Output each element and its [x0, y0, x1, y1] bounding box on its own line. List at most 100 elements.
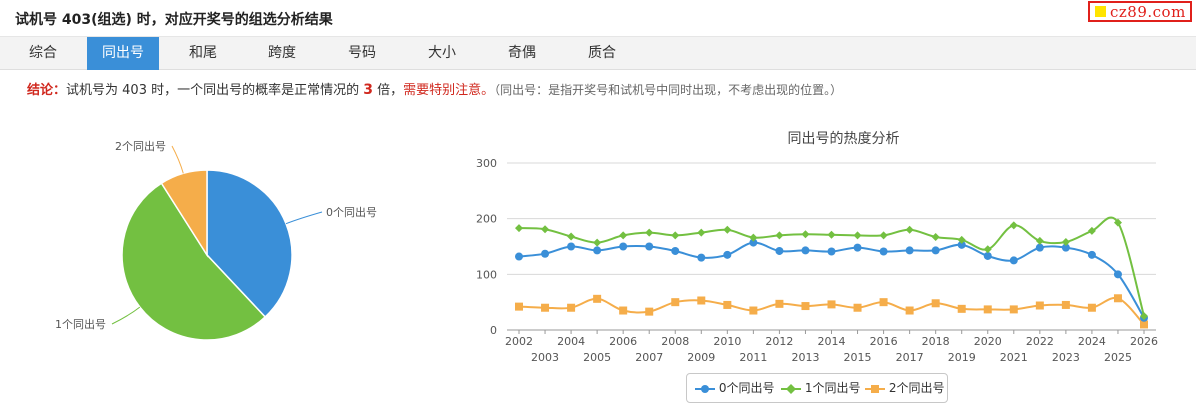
series-2-point-11[interactable]: [801, 302, 810, 311]
series-2-point-19[interactable]: [1009, 305, 1018, 314]
series-2-point-1[interactable]: [541, 303, 550, 312]
series-1-point-11[interactable]: [801, 230, 810, 239]
series-2-point-4[interactable]: [619, 306, 628, 315]
series-1-point-9[interactable]: [749, 233, 758, 242]
series-0-point-14[interactable]: [879, 247, 888, 256]
x-tick-label-7: 2009: [687, 351, 715, 364]
analysis-tabs: 综合 同出号 和尾 跨度 号码 大小 奇偶 质合: [0, 37, 1196, 70]
series-1-point-17[interactable]: [957, 235, 966, 244]
series-1-point-24[interactable]: [1140, 312, 1148, 321]
series-0-point-16[interactable]: [931, 246, 940, 255]
series-1-point-6[interactable]: [671, 231, 680, 240]
series-0-point-8[interactable]: [723, 250, 732, 259]
tab-daxiao[interactable]: 大小: [428, 45, 456, 61]
series-2-point-12[interactable]: [827, 300, 836, 309]
series-1-point-3[interactable]: [593, 238, 602, 247]
series-1-point-16[interactable]: [931, 233, 940, 242]
legend-item-series-2[interactable]: 2个同出号: [865, 374, 944, 402]
series-0-point-19[interactable]: [1009, 256, 1018, 265]
series-0-point-7[interactable]: [697, 253, 706, 262]
tab-kuadu[interactable]: 跨度: [268, 45, 296, 61]
pie-slice-0[interactable]: [206, 169, 293, 319]
series-2-point-8[interactable]: [723, 300, 732, 309]
site-logo[interactable]: cz89.com: [1088, 1, 1192, 22]
series-0-point-0[interactable]: [515, 252, 523, 261]
conclusion-multiple: 3: [363, 82, 373, 98]
series-1-point-19[interactable]: [1009, 221, 1018, 230]
series-0-point-21[interactable]: [1061, 243, 1070, 252]
series-2-point-9[interactable]: [749, 306, 758, 315]
x-tick-label-22: 2024: [1078, 335, 1106, 348]
pie-label-line-2: [171, 145, 184, 174]
series-2-point-22[interactable]: [1087, 303, 1096, 312]
series-2-point-21[interactable]: [1061, 300, 1070, 309]
series-2-point-3[interactable]: [593, 294, 602, 303]
series-0-point-20[interactable]: [1035, 243, 1044, 252]
series-1-point-15[interactable]: [905, 225, 914, 234]
series-1-point-8[interactable]: [723, 225, 732, 234]
series-0-point-17[interactable]: [957, 240, 966, 249]
series-0-point-23[interactable]: [1113, 270, 1122, 279]
legend-label-series-2: 2个同出号: [888, 381, 945, 395]
x-tick-label-12: 2014: [818, 335, 846, 348]
series-0-point-6[interactable]: [671, 246, 680, 255]
pie-slice-2[interactable]: [160, 169, 208, 258]
legend-label-series-1: 1个同出号: [804, 381, 861, 395]
tab-hewei[interactable]: 和尾: [189, 45, 217, 61]
series-2-point-6[interactable]: [671, 298, 680, 307]
legend-item-series-0[interactable]: 0个同出号: [695, 374, 774, 402]
series-0-point-11[interactable]: [801, 246, 810, 255]
series-2-point-14[interactable]: [879, 298, 888, 307]
series-1-point-21[interactable]: [1061, 238, 1070, 247]
x-tick-label-15: 2017: [896, 351, 924, 364]
series-2-point-10[interactable]: [775, 299, 784, 308]
series-2-point-15[interactable]: [905, 306, 914, 315]
pie-slice-1[interactable]: [121, 182, 267, 341]
series-2-point-13[interactable]: [853, 303, 862, 312]
series-1-point-0[interactable]: [515, 224, 523, 233]
series-2-point-0[interactable]: [515, 302, 523, 311]
series-1-point-23[interactable]: [1113, 218, 1122, 227]
series-0-point-13[interactable]: [853, 243, 862, 252]
tab-haoma[interactable]: 号码: [348, 45, 376, 61]
legend-item-series-1[interactable]: 1个同出号: [781, 374, 860, 402]
series-2-point-18[interactable]: [983, 305, 992, 314]
series-2-point-7[interactable]: [697, 296, 706, 305]
series-0-point-1[interactable]: [541, 249, 550, 258]
series-1-point-1[interactable]: [541, 225, 550, 234]
series-0-point-18[interactable]: [983, 251, 992, 260]
series-0-point-15[interactable]: [905, 246, 914, 255]
series-1-point-4[interactable]: [619, 231, 628, 240]
series-2-point-24[interactable]: [1140, 320, 1148, 329]
series-2-point-2[interactable]: [567, 303, 576, 312]
series-1-point-2[interactable]: [567, 232, 576, 241]
series-1-point-14[interactable]: [879, 231, 888, 240]
series-0-point-12[interactable]: [827, 247, 836, 256]
x-tick-label-5: 2007: [635, 351, 663, 364]
series-0-point-3[interactable]: [593, 246, 602, 255]
series-1-point-22[interactable]: [1087, 226, 1096, 235]
series-0-point-2[interactable]: [567, 242, 576, 251]
series-0-point-22[interactable]: [1087, 250, 1096, 259]
series-1-point-18[interactable]: [983, 245, 992, 254]
series-2-point-17[interactable]: [957, 304, 966, 313]
series-0-point-4[interactable]: [619, 242, 628, 251]
series-2-point-5[interactable]: [645, 307, 654, 316]
tab-tongchuhao[interactable]: 同出号: [87, 37, 159, 70]
series-1-point-5[interactable]: [645, 228, 654, 237]
series-0-point-10[interactable]: [775, 246, 784, 255]
tab-zhihe[interactable]: 质合: [588, 45, 616, 61]
series-1-point-10[interactable]: [775, 231, 784, 240]
series-2-point-23[interactable]: [1113, 294, 1122, 303]
y-tick-label-0: 0: [490, 324, 497, 337]
series-0-point-5[interactable]: [645, 242, 654, 251]
series-2-point-16[interactable]: [931, 299, 940, 308]
series-1-point-12[interactable]: [827, 230, 836, 239]
series-0-point-9[interactable]: [749, 238, 758, 247]
tab-jiou[interactable]: 奇偶: [508, 45, 536, 61]
series-2-point-20[interactable]: [1035, 301, 1044, 310]
series-1-point-20[interactable]: [1035, 236, 1044, 245]
series-1-point-13[interactable]: [853, 231, 862, 240]
series-1-point-7[interactable]: [697, 228, 706, 237]
tab-zonghe[interactable]: 综合: [29, 45, 57, 61]
